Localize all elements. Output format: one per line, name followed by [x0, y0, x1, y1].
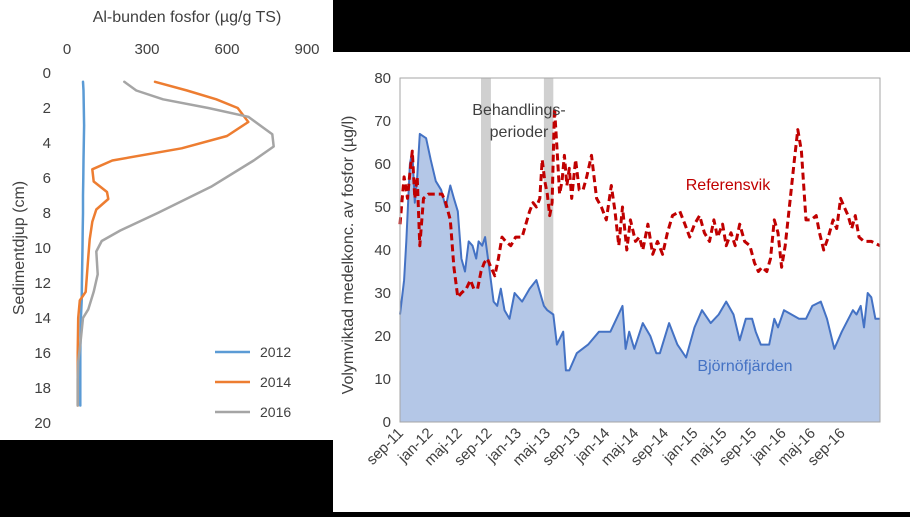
treatment-annotation-line1: Behandlings-: [472, 102, 565, 119]
depth-profile-panel: Al-bunden fosfor (µg/g TS) 0 300 600 900 0 2 4 6…: [0, 0, 333, 440]
y-tick-label: 6: [43, 170, 51, 187]
y-tick-label: 4: [43, 135, 51, 152]
depth-profile-chart: Al-bunden fosfor (µg/g TS) 0 300 600 900 0 2 4 6…: [11, 9, 320, 432]
series-label-referensvik: Referensvik: [686, 177, 771, 194]
x-tick-label: 900: [294, 41, 319, 58]
x-tick-label: 0: [63, 41, 71, 58]
y-tick-label: 20: [34, 415, 51, 432]
legend-label: 2014: [260, 374, 291, 390]
series-line-2016: [76, 80, 275, 407]
y-tick-label: 50: [374, 199, 391, 216]
y-tick-label: 2: [43, 100, 51, 117]
y-tick-label: 10: [34, 240, 51, 257]
y-tick-label: 80: [374, 70, 391, 87]
x-tick-label: sep-11: [363, 425, 407, 469]
phosphorus-timeseries-panel: 0 10 20 30 40 50 60 70 80 sep-11 jan-12 maj-12 sep-1…: [333, 52, 910, 512]
y-tick-label: 0: [383, 414, 391, 431]
y-axis-title: Sedimentdjup (cm): [11, 181, 28, 315]
y-tick-label: 16: [34, 345, 51, 362]
y-tick-label: 14: [34, 310, 51, 327]
treatment-period-bar: [543, 78, 554, 422]
series-line-2012: [79, 80, 86, 407]
legend-label: 2012: [260, 344, 291, 360]
y-tick-label: 40: [374, 242, 391, 259]
x-tick-label: 600: [214, 41, 239, 58]
phosphorus-timeseries-chart: 01020304050607080sep-11jan-12maj-12sep-1…: [340, 70, 881, 469]
y-tick-label: 8: [43, 205, 51, 222]
y-tick-label: 70: [374, 113, 391, 130]
y-tick-label: 10: [374, 371, 391, 388]
treatment-annotation-line2: perioder: [490, 124, 549, 141]
y-tick-label: 18: [34, 380, 51, 397]
y-tick-label: 60: [374, 156, 391, 173]
legend-label: 2016: [260, 404, 291, 420]
area-fill-Björnöfjärden: [400, 133, 880, 422]
y-tick-label: 0: [43, 65, 51, 82]
y-axis-title: Volymviktad medelkonc. av fosfor (µg/l): [340, 116, 357, 395]
x-axis-title: Al-bunden fosfor (µg/g TS): [93, 9, 282, 26]
series-line-2014: [76, 80, 250, 407]
series-label-bjornofjarden: Björnöfjärden: [697, 358, 792, 375]
y-tick-label: 20: [374, 328, 391, 345]
y-tick-label: 30: [374, 285, 391, 302]
series-line-Referensvik: [398, 106, 881, 299]
y-tick-label: 12: [34, 275, 51, 292]
series-line-Björnöfjärden: [399, 132, 880, 372]
plot-area-border: [399, 77, 881, 423]
x-tick-label: 300: [134, 41, 159, 58]
